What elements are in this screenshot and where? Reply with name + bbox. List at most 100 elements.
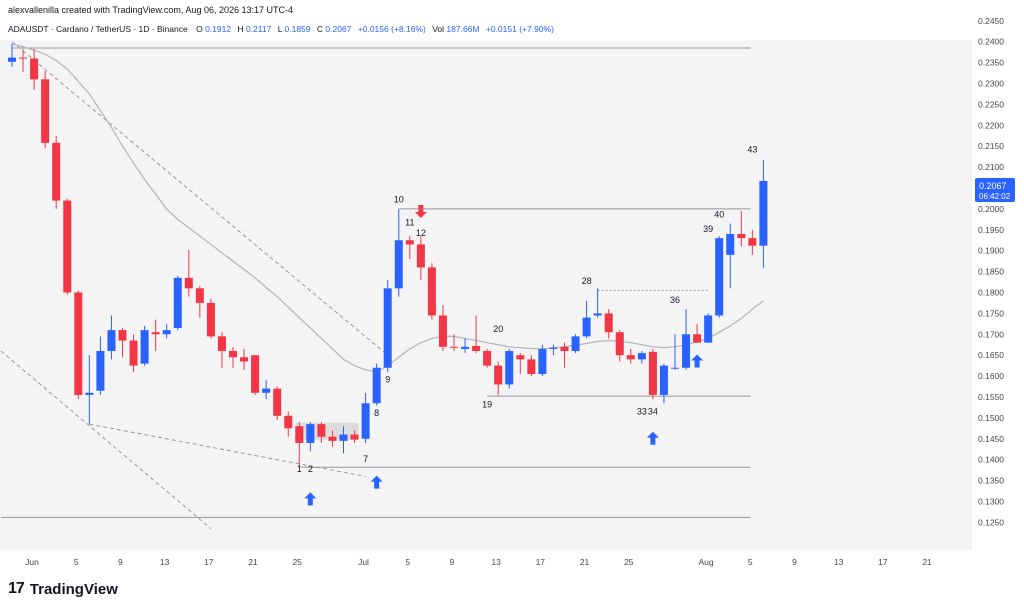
candle-8[interactable] — [96, 336, 105, 395]
candle-29[interactable] — [328, 430, 337, 448]
candle-51[interactable] — [571, 334, 580, 354]
candle-27[interactable] — [306, 422, 315, 452]
candle-5[interactable] — [63, 198, 72, 295]
candle-68[interactable] — [759, 160, 768, 268]
candle-10[interactable] — [118, 328, 127, 358]
symbol-name[interactable]: ADAUSDT · Cardano / TetherUS · 1D · Bina… — [8, 24, 188, 34]
candle-18[interactable] — [206, 298, 215, 339]
up-arrow-icon — [691, 354, 704, 368]
candle-13[interactable] — [151, 319, 160, 352]
candle-23[interactable] — [262, 380, 271, 400]
candle-53[interactable] — [593, 288, 602, 318]
candle-52[interactable] — [582, 300, 591, 339]
candle-48[interactable] — [538, 344, 547, 377]
candle-63[interactable] — [704, 313, 713, 343]
candle-body — [30, 58, 39, 80]
candle-2[interactable] — [30, 49, 39, 90]
candle-41[interactable] — [461, 338, 470, 354]
candle-37[interactable] — [416, 236, 425, 280]
candle-15[interactable] — [173, 275, 182, 331]
candle-56[interactable] — [626, 348, 635, 364]
candle-57[interactable] — [637, 351, 646, 364]
candle-64[interactable] — [715, 236, 724, 318]
dashed-trendline-0 — [11, 41, 389, 356]
price-axis[interactable]: 0.2450 0.2400 0.2350 0.2300 0.2250 0.2200 0.21… — [978, 16, 1004, 528]
candle-body — [41, 79, 50, 143]
candle-14[interactable] — [162, 323, 171, 339]
candle-36[interactable] — [405, 236, 414, 260]
last-price-countdown: 06:42:02 — [979, 192, 1011, 201]
candle-3[interactable] — [41, 70, 50, 149]
candle-22[interactable] — [251, 355, 260, 395]
candle-54[interactable] — [604, 309, 613, 339]
candle-24[interactable] — [273, 386, 282, 420]
time-tick-label: 13 — [834, 557, 844, 567]
price-axis-background — [972, 0, 1024, 575]
candle-40[interactable] — [450, 334, 458, 352]
candle-55[interactable] — [615, 330, 624, 362]
candle-33[interactable] — [372, 363, 381, 406]
close-label: C — [317, 24, 323, 34]
price-tick-label: 0.2100 — [978, 162, 1004, 172]
candle-body — [85, 392, 94, 395]
candle-1[interactable] — [19, 49, 28, 72]
candle-59[interactable] — [659, 363, 668, 404]
candle-61[interactable] — [682, 309, 691, 370]
candle-45[interactable] — [505, 348, 514, 389]
up-arrow-icon — [646, 431, 659, 445]
candle-25[interactable] — [284, 411, 293, 437]
candle-12[interactable] — [140, 325, 149, 366]
candle-38[interactable] — [427, 263, 436, 320]
candle-body — [648, 351, 657, 395]
candles[interactable] — [8, 43, 768, 466]
candle-58[interactable] — [648, 348, 657, 400]
time-axis[interactable]: Jun 5 9 13 17 21 25 Jul 5 9 13 17 21 25 Aug 5 9 13 17 21 — [25, 557, 932, 567]
wave-label-36: 36 — [670, 295, 680, 305]
tradingview-logo[interactable]: 17 TradingView — [8, 580, 118, 598]
candle-17[interactable] — [195, 286, 204, 318]
candle-28[interactable] — [317, 422, 326, 443]
candle-34[interactable] — [383, 279, 392, 372]
candle-16[interactable] — [184, 249, 193, 297]
candle-body — [693, 334, 702, 343]
candle-21[interactable] — [240, 348, 249, 370]
candle-46[interactable] — [516, 353, 525, 375]
candle-47[interactable] — [527, 355, 536, 377]
candle-19[interactable] — [217, 332, 226, 368]
candle-65[interactable] — [726, 223, 735, 289]
candle-60[interactable] — [671, 334, 679, 370]
candle-26[interactable] — [295, 422, 304, 466]
candle-30[interactable] — [339, 426, 348, 454]
candle-42[interactable] — [472, 315, 481, 354]
candle-31[interactable] — [350, 430, 359, 443]
open-label: O — [196, 24, 203, 34]
candle-0[interactable] — [8, 43, 16, 67]
wave-label-20: 20 — [493, 324, 503, 334]
candle-39[interactable] — [438, 305, 447, 352]
candle-body — [737, 233, 746, 239]
candle-4[interactable] — [52, 135, 61, 209]
candle-body — [704, 315, 713, 343]
wave-label-39: 39 — [703, 224, 713, 234]
last-price-value: 0.2067 — [979, 181, 1007, 191]
candle-body — [339, 434, 348, 441]
candle-body — [715, 238, 724, 316]
price-tick-label: 0.1450 — [978, 434, 1004, 444]
candle-9[interactable] — [107, 315, 116, 360]
candle-43[interactable] — [483, 348, 492, 368]
candle-20[interactable] — [229, 346, 237, 368]
candle-49[interactable] — [549, 344, 558, 356]
candle-66[interactable] — [737, 211, 746, 247]
candle-6[interactable] — [74, 290, 83, 400]
candle-67[interactable] — [748, 229, 757, 255]
candle-7[interactable] — [85, 355, 94, 425]
candle-11[interactable] — [129, 334, 138, 372]
candle-50[interactable] — [560, 342, 569, 368]
candle-44[interactable] — [494, 361, 503, 395]
candle-62[interactable] — [693, 323, 702, 343]
candle-body — [361, 403, 370, 439]
candle-32[interactable] — [361, 392, 370, 443]
candle-body — [748, 238, 757, 246]
candle-35[interactable] — [394, 209, 403, 297]
